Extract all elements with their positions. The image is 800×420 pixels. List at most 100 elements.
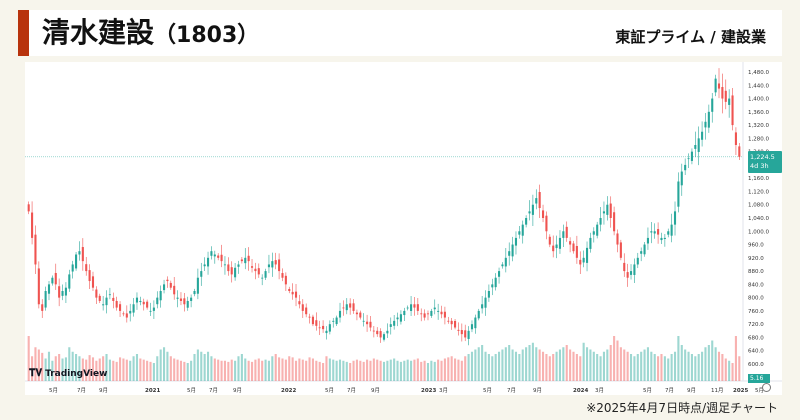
candle-body (119, 304, 122, 311)
candle-body (267, 264, 270, 268)
last-price: 1,224.5 (750, 152, 775, 161)
candle-body (31, 212, 34, 238)
tradingview-icon: 𝐓𝐕 (29, 368, 43, 379)
candle-body (575, 245, 578, 258)
candle-body (599, 218, 602, 225)
candle-body (416, 304, 419, 311)
volume-bar (267, 360, 270, 381)
volume-bar (623, 349, 626, 381)
volume-bar (362, 361, 365, 381)
x-tick-label: 5月 (755, 387, 764, 394)
candle-body (548, 236, 551, 245)
candle-body (78, 251, 81, 255)
candle-body (332, 320, 335, 322)
candle-body (213, 254, 216, 257)
candlestick-chart: 1,480.0 1,440.0 1,400.0 1,360.0 1,320.0 1,280… (25, 62, 782, 394)
candle-body (291, 291, 294, 295)
volume-bar (322, 363, 325, 381)
volume-bar (298, 358, 301, 381)
candle-body (122, 313, 125, 315)
volume-bar (393, 358, 396, 381)
candle-body (437, 310, 440, 312)
volume-bar (91, 357, 95, 381)
candle-body (423, 313, 426, 318)
candle-body (315, 320, 318, 326)
candle-body (677, 181, 680, 207)
x-tick-label: 11月 (711, 387, 724, 394)
x-tick-label: 9月 (233, 387, 242, 394)
volume-bar (183, 361, 186, 381)
settings-gear-icon[interactable] (762, 383, 771, 392)
volume-bar (247, 360, 250, 381)
candle-body (721, 87, 724, 99)
volume-bar (135, 354, 139, 381)
volume-bar (518, 354, 521, 381)
x-tick-label: 5月 (643, 387, 652, 394)
y-tick-label: 1,040.0 (748, 216, 769, 222)
candle-body (596, 224, 599, 236)
candle-body (210, 251, 213, 256)
volume-bar (129, 360, 132, 381)
volume-bar (271, 356, 274, 381)
volume-bar (450, 356, 453, 381)
volume-bar (237, 356, 240, 381)
volume-bar (328, 358, 331, 381)
candle-body (569, 241, 572, 245)
volume-bar (423, 360, 426, 381)
volume-bar (217, 359, 220, 381)
candle-body (112, 297, 115, 301)
candle-body (328, 324, 331, 332)
candle-body (643, 244, 646, 255)
volume-bar (166, 351, 169, 381)
candle-body (565, 226, 568, 238)
candle-body (176, 297, 179, 299)
candle-body (555, 244, 558, 249)
candle-body (206, 257, 210, 267)
volume-bar (88, 355, 91, 381)
candle-body (234, 267, 237, 278)
candle-body (284, 275, 287, 285)
volume-bar (501, 349, 504, 381)
volume-bar (210, 356, 213, 381)
volume-bar (416, 358, 419, 381)
volume-bar (521, 349, 524, 381)
volume-bar (278, 357, 281, 381)
volume-bar (257, 358, 260, 381)
volume-bar (707, 345, 710, 381)
candle-body (541, 210, 545, 218)
candle-body (183, 298, 186, 305)
volume-bar (721, 354, 724, 381)
candle-body (734, 132, 737, 145)
candle-body (491, 284, 494, 288)
y-tick-label: 1,280.0 (748, 136, 769, 142)
y-tick-label: 1,160.0 (748, 176, 769, 182)
volume-bar (589, 349, 592, 381)
candle-body (592, 231, 595, 235)
volume-bar (447, 357, 450, 381)
volume-bar (68, 347, 71, 381)
volume-bar (227, 361, 230, 381)
volume-bar (660, 354, 663, 381)
volume-bar (223, 360, 227, 381)
volume-bar (156, 356, 159, 381)
candle-body (54, 272, 57, 285)
candle-body (278, 259, 281, 272)
candle-body (430, 310, 433, 316)
volume-bar (291, 357, 294, 381)
candle-body (657, 229, 660, 235)
candle-body (294, 291, 298, 298)
volume-bar (146, 360, 149, 381)
volume-bar (687, 351, 690, 381)
candle-body (335, 317, 338, 325)
candle-body (606, 204, 609, 215)
x-tick-label: 5月 (483, 387, 492, 394)
candle-body (217, 255, 220, 258)
y-tick-label: 1,480.0 (748, 70, 769, 76)
volume-bar (470, 351, 474, 381)
candle-body (464, 330, 467, 338)
volume-bar (525, 347, 528, 381)
volume-bar (437, 359, 440, 381)
volume-bar (629, 354, 633, 381)
volume-bar (464, 356, 467, 381)
volume-bar (738, 356, 741, 381)
